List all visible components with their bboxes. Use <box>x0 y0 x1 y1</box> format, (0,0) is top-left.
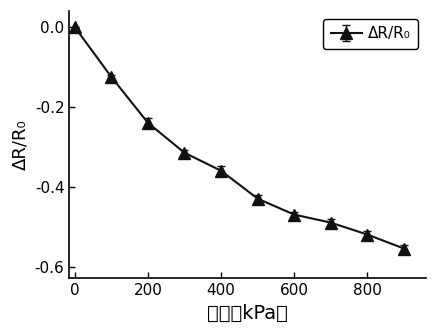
Y-axis label: ΔR/R₀: ΔR/R₀ <box>11 120 29 170</box>
Legend: ΔR/R₀: ΔR/R₀ <box>323 19 418 49</box>
X-axis label: 压力（kPa）: 压力（kPa） <box>207 304 288 323</box>
